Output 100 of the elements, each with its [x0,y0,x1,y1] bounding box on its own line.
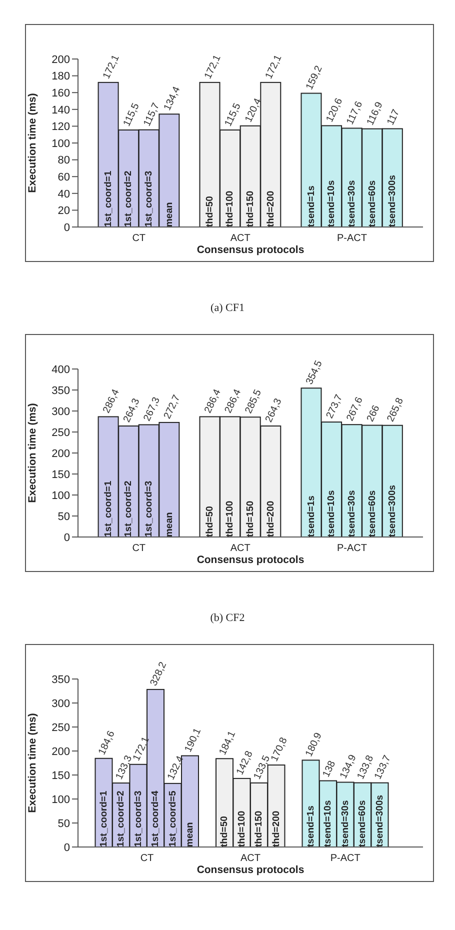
y-tick-label: 200 [52,448,70,460]
x-tick-label: thd=150 [245,500,256,537]
data-label: 116,9 [365,100,386,128]
x-tick-label: tsend=300s [387,174,398,227]
text: (b) CF2 [209,612,246,624]
y-tick-label: 350 [52,384,70,397]
data-label: 115,7 [142,101,162,128]
data-label: 286,4 [202,387,224,416]
data-label: 264,3 [122,396,142,424]
y-axis-title: Execution time (ms) [26,93,39,193]
series-label: P-ACT [330,853,360,864]
x-axis-title: Consensus protocols [196,244,304,256]
y-tick-label: 120 [52,121,70,134]
y-tick-label: 180 [52,70,70,83]
y-tick-label: 150 [52,468,70,481]
data-label: 172,1 [264,53,284,81]
x-tick-label: 1st_coord=3 [144,170,155,227]
x-tick-label: tsend=10s [326,490,338,537]
x-axis-title: Consensus protocols [196,864,304,876]
data-label: 172,1 [202,53,224,81]
data-label: 267,6 [344,395,366,423]
x-tick-label: mean [164,202,175,227]
data-label: 117,6 [344,99,366,127]
y-tick-label: 160 [52,88,70,100]
data-label: 273,7 [324,392,346,420]
data-label: 267,3 [142,395,163,424]
data-label: 286,4 [223,387,244,416]
x-tick-label: tsend=60s [366,490,378,537]
y-tick-label: 300 [52,698,70,710]
y-tick-label: 0 [64,842,70,854]
data-label: 264,3 [264,396,284,424]
data-label: 265,8 [385,396,406,424]
data-label: 285,5 [243,388,264,416]
data-label: 117 [385,108,402,128]
data-label: 132,4 [166,754,186,782]
y-tick-label: 100 [52,138,70,150]
y-tick-label: 20 [58,205,70,218]
y-tick-label: 60 [58,172,70,184]
y-tick-label: 200 [52,746,70,758]
data-label: 120,6 [324,96,346,124]
series-label: CT [132,543,146,554]
data-label: 266 [365,403,382,424]
series-label: P-ACT [336,543,367,554]
y-axis-title: Execution time (ms) [26,403,39,503]
x-tick-label: 1st_coord=1 [102,170,114,227]
x-tick-label: 1st_coord=5 [167,790,178,847]
data-label: 159,2 [304,64,325,92]
x-tick-label: tsend=10s [322,800,334,847]
y-tick-label: 300 [52,406,70,418]
series-label: ACT [240,853,260,864]
series-label: CT [132,233,146,244]
x-tick-label: thd=150 [245,190,256,227]
x-tick-label: tsend=30s [340,800,351,847]
series-label: P-ACT [336,233,367,244]
data-label: 115,5 [223,101,244,128]
y-tick-label: 100 [52,794,70,806]
x-tick-label: 1st_coord=1 [98,790,110,847]
x-tick-label: 1st_coord=1 [102,480,114,537]
x-tick-label: 1st_coord=2 [123,480,134,537]
x-tick-label: tsend=30s [346,180,358,227]
y-tick-label: 50 [58,818,70,830]
x-tick-label: tsend=10s [326,180,338,227]
x-tick-label: mean [164,512,175,537]
data-label: 354,5 [304,358,325,386]
x-tick-label: 1st_coord=3 [132,790,144,847]
data-label: 272,7 [162,393,183,421]
x-tick-label: tsend=60s [357,800,368,847]
x-tick-label: thd=150 [254,810,265,847]
x-tick-label: tsend=1s [306,496,317,537]
x-tick-label: thd=50 [219,816,230,847]
x-tick-label: tsend=1s [305,806,316,847]
series-label: ACT [230,543,250,554]
y-tick-label: 0 [64,532,70,544]
x-tick-label: thd=100 [224,500,236,537]
data-label: 328,2 [148,660,170,688]
series-label: CT [140,853,154,864]
x-tick-label: tsend=300s [387,484,398,537]
series-label: ACT [230,233,250,244]
x-tick-label: 1st_coord=2 [123,170,134,227]
y-tick-label: 140 [52,104,70,116]
x-tick-label: thd=200 [265,500,276,537]
y-tick-label: 350 [52,674,70,686]
x-tick-label: 1st_coord=3 [144,480,155,537]
x-tick-label: 1st_coord=4 [150,790,162,847]
data-label: 172,1 [101,53,122,81]
x-tick-label: thd=100 [236,810,248,847]
data-label: 180,9 [304,730,324,758]
text: (a) CF1 [210,302,246,314]
y-tick-label: 100 [52,490,70,502]
data-label: 115,5 [122,101,142,128]
y-tick-label: 150 [52,770,70,782]
y-tick-label: 0 [64,222,70,234]
x-tick-label: thd=50 [204,196,216,227]
y-tick-label: 80 [58,154,70,167]
x-tick-label: thd=200 [265,190,276,227]
data-label: 120,4 [243,96,264,124]
y-tick-label: 400 [52,364,70,376]
y-tick-label: 50 [58,510,70,523]
data-label: 286,4 [101,387,122,416]
data-label: 138 [321,758,338,780]
